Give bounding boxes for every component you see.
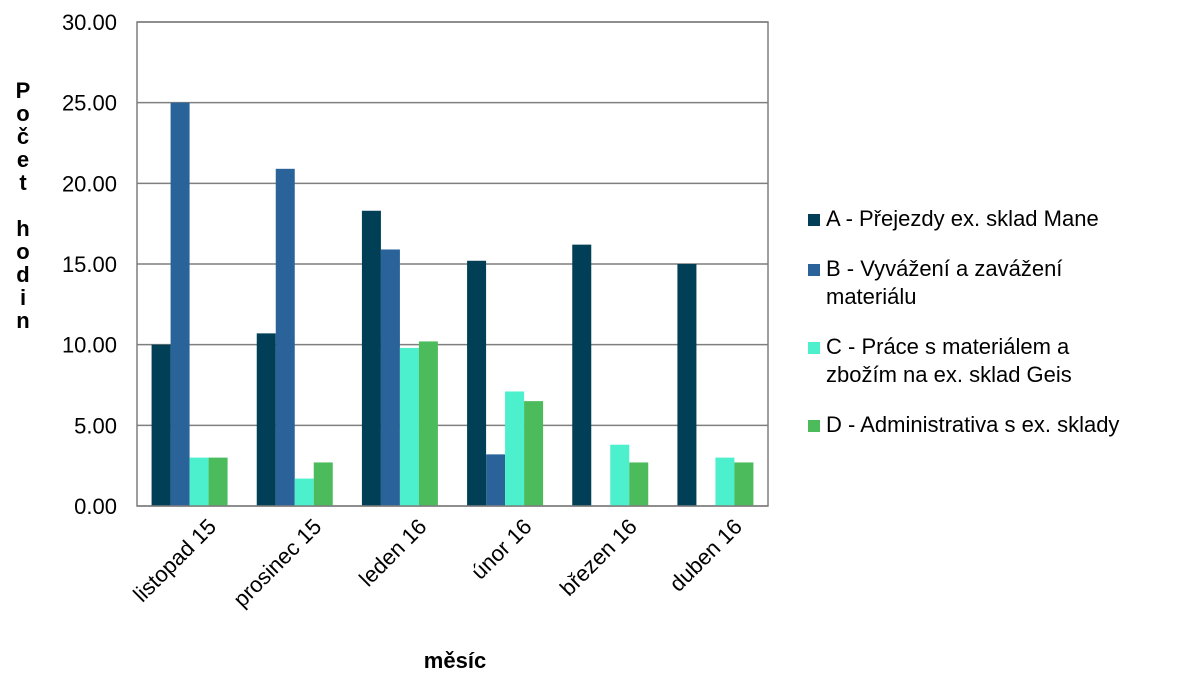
x-tick-label: leden 16 [354, 514, 431, 591]
y-tick-label: 20.00 [62, 171, 117, 196]
y-tick-label: 0.00 [74, 494, 117, 519]
y-axis-title-char: o [16, 101, 29, 126]
bar [629, 462, 649, 506]
bar [313, 462, 333, 506]
x-tick-label: listopad 15 [128, 514, 221, 607]
x-tick-label: prosinec 15 [228, 514, 326, 612]
x-tick-label: únor 16 [466, 514, 536, 584]
bar [294, 478, 314, 506]
y-axis-title-char: t [19, 170, 27, 195]
bar [151, 344, 171, 506]
y-axis-title-char: P [16, 78, 31, 103]
bar [505, 391, 525, 506]
x-tick-label: březen 16 [555, 514, 642, 601]
y-axis-title-char: o [16, 239, 29, 264]
bar [361, 210, 381, 506]
bar [572, 244, 592, 506]
bar [275, 168, 295, 506]
gridlines [137, 21, 768, 507]
x-tick-labels: listopad 15 prosinec 15 leden 16 únor 16 bře… [128, 514, 747, 612]
bar [380, 249, 400, 507]
bar [467, 260, 487, 506]
bar [524, 401, 544, 506]
bar [486, 454, 506, 506]
bar [734, 462, 754, 506]
y-axis-title-char: d [16, 262, 29, 287]
bar [189, 457, 209, 506]
legend-label-a: A - Přejezdy ex. sklad Mane [826, 206, 1099, 231]
y-tick-label: 25.00 [62, 91, 117, 116]
legend-item-d: D - Administrativa s ex. sklady [808, 411, 1191, 439]
bar [208, 457, 228, 506]
legend: A - Přejezdy ex. sklad Mane B - Vyvážení… [808, 205, 1191, 461]
y-tick-labels: 0.00 5.00 10.00 15.00 20.00 25.00 30.00 [62, 10, 117, 519]
y-tick-label: 10.00 [62, 333, 117, 358]
legend-label-b: B - Vyvážení a zavážení materiálu [826, 256, 1063, 309]
y-axis-title-char: i [20, 285, 26, 310]
bar [418, 341, 438, 506]
y-tick-label: 15.00 [62, 252, 117, 277]
y-axis-title-char: h [16, 216, 29, 241]
y-axis-title-char: e [17, 147, 29, 172]
legend-item-b: B - Vyvážení a zavážení materiálu [808, 255, 1191, 311]
legend-swatch-b [808, 264, 820, 276]
legend-swatch-c [808, 342, 820, 354]
bar [610, 444, 630, 506]
x-axis-title: měsíc [424, 648, 486, 673]
bar [256, 333, 276, 506]
legend-label-c: C - Práce s materiálem a zbožím na ex. s… [826, 334, 1072, 387]
y-axis-title-char: č [17, 124, 29, 149]
y-tick-label: 5.00 [74, 413, 117, 438]
legend-swatch-d [808, 420, 820, 432]
legend-item-a: A - Přejezdy ex. sklad Mane [808, 205, 1191, 233]
x-tick-label: duben 16 [664, 514, 747, 597]
legend-item-c: C - Práce s materiálem a zbožím na ex. s… [808, 333, 1191, 389]
bar [677, 264, 697, 506]
bar [715, 457, 735, 506]
legend-label-d: D - Administrativa s ex. sklady [826, 412, 1120, 437]
bars [151, 102, 754, 507]
y-tick-label: 30.00 [62, 10, 117, 35]
bar [399, 347, 419, 506]
plot-border [136, 21, 769, 507]
y-axis-title-char: n [16, 308, 29, 333]
legend-swatch-a [808, 214, 820, 226]
bar [170, 102, 190, 507]
